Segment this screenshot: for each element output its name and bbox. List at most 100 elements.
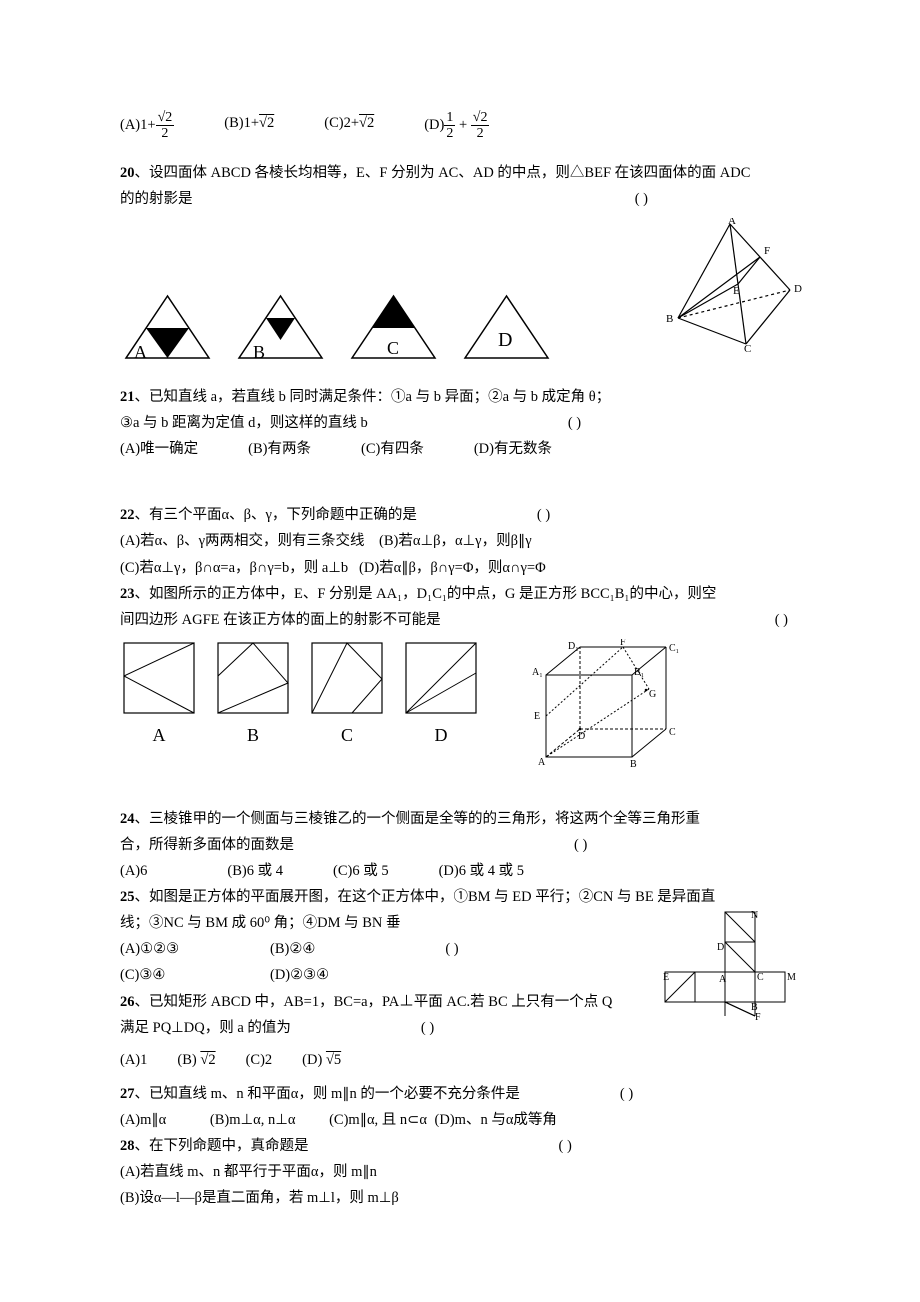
q21-opts: (A)唯一确定 (B)有两条 (C)有四条 (D)有无数条: [120, 436, 808, 462]
q24-opts: (A)6 (B)6 或 4 (C)6 或 5 (D)6 或 4 或 5: [120, 858, 808, 884]
q27-text: 、已知直线 m、n 和平面α，则 m∥n 的一个必要不充分条件是: [135, 1086, 520, 1102]
svg-text:A: A: [728, 218, 736, 227]
q28-num: 28: [120, 1138, 135, 1154]
q21-opt-a: (A)唯一确定: [120, 436, 198, 462]
svg-text:A: A: [719, 974, 727, 985]
q20-fig-c: C: [346, 292, 441, 362]
q26-opt-d: (D) √5: [302, 1047, 341, 1073]
q20-fig-b: B: [233, 292, 328, 362]
q23-num: 23: [120, 586, 135, 602]
q26-b-sqrt: √2: [200, 1052, 215, 1068]
svg-text:A: A: [538, 757, 546, 768]
q27-num: 27: [120, 1086, 135, 1102]
q19-c-prefix: (C)2+: [324, 115, 359, 131]
q26-num: 26: [120, 994, 135, 1010]
q22-text: 、有三个平面α、β、γ，下列命题中正确的是: [135, 507, 417, 523]
svg-text:F: F: [755, 1012, 761, 1023]
q23-cube: A B C D A₁ B₁ C₁ D₁ E F G: [526, 639, 701, 778]
svg-text:B: B: [666, 313, 673, 325]
q26-opt-a: (A)1: [120, 1047, 147, 1073]
q27-opt-c: (C)m∥α, 且 n⊂α: [329, 1112, 427, 1128]
q21-opt-c: (C)有四条: [361, 436, 424, 462]
svg-text:A: A: [134, 342, 147, 362]
svg-text:D: D: [717, 942, 724, 953]
q25-num: 25: [120, 889, 135, 905]
q24-text2: 合，所得新多面体的面数是: [120, 832, 294, 858]
q21-line2: ③a 与 b 距离为定值 d，则这样的直线 b ( ): [120, 410, 808, 436]
svg-text:E: E: [534, 711, 540, 722]
q23-line1: 23、如图所示的正方体中，E、F 分别是 AA₁，D₁C₁的中点，G 是正方形 …: [120, 581, 808, 607]
q24-paren: ( ): [574, 832, 587, 858]
q21-num: 21: [120, 389, 135, 405]
q21-opt-b: (B)有两条: [248, 436, 311, 462]
q28-text: 、在下列命题中，真命题是: [135, 1138, 309, 1154]
q23-fig-c: C: [308, 639, 386, 751]
svg-text:E: E: [733, 285, 740, 297]
svg-text:N: N: [751, 910, 758, 921]
q27-paren: ( ): [620, 1081, 633, 1107]
q24-line2: 合，所得新多面体的面数是 ( ): [120, 832, 808, 858]
q22-opt-a: (A)若α、β、γ两两相交，则有三条交线: [120, 533, 365, 549]
q24-line1: 24、三棱锥甲的一个侧面与三棱锥乙的一个侧面是全等的的三角形，将这两个全等三角形…: [120, 806, 808, 832]
q24-opt-c: (C)6 或 5: [333, 858, 389, 884]
q22-line1: 22、有三个平面α、β、γ，下列命题中正确的是 ( ): [120, 502, 808, 528]
svg-text:F: F: [620, 639, 626, 648]
q23-label-d: D: [402, 719, 480, 751]
q27-opt-b: (B)m⊥α, n⊥α: [210, 1112, 296, 1128]
q28-opt-a: (A)若直线 m、n 都平行于平面α，则 m∥n: [120, 1159, 808, 1185]
q22-paren: ( ): [537, 502, 550, 528]
q26-opt-c: (C)2: [246, 1047, 273, 1073]
q21-text1: 、已知直线 a，若直线 b 同时满足条件：①a 与 b 异面；②a 与 b 成定…: [135, 389, 611, 405]
q20-text: 、设四面体 ABCD 各棱长均相等，E、F 分别为 AC、AD 的中点，则△BE…: [135, 165, 751, 181]
svg-text:B: B: [253, 342, 265, 362]
q23-fig-b: B: [214, 639, 292, 751]
q27-line: 27、已知直线 m、n 和平面α，则 m∥n 的一个必要不充分条件是 ( ): [120, 1081, 808, 1107]
q21-opt-d: (D)有无数条: [474, 436, 552, 462]
q19-c-sqrt: √2: [359, 115, 374, 131]
q20-fig-d: D: [459, 292, 554, 362]
q27-opts: (A)m∥α (B)m⊥α, n⊥α (C)m∥α, 且 n⊂α (D)m、n …: [120, 1107, 808, 1133]
q20-fig-a: A: [120, 292, 215, 362]
q27-opt-d: (D)m、n 与α成等角: [435, 1112, 557, 1128]
q28-paren: ( ): [559, 1133, 572, 1159]
q24-opt-b: (B)6 或 4: [227, 858, 283, 884]
q21-line1: 21、已知直线 a，若直线 b 同时满足条件：①a 与 b 异面；②a 与 b …: [120, 384, 808, 410]
svg-text:D₁: D₁: [568, 641, 579, 652]
q19-b-sqrt: √2: [259, 115, 274, 131]
q22-ab: (A)若α、β、γ两两相交，则有三条交线 (B)若α⊥β，α⊥γ，则β∥γ: [120, 528, 808, 554]
q23-label-b: B: [214, 719, 292, 751]
q20-line1: 20、设四面体 ABCD 各棱长均相等，E、F 分别为 AC、AD 的中点，则△…: [120, 160, 808, 186]
q25-opt-c: (C)③④: [120, 962, 270, 988]
q20-text2: 的的射影是: [120, 186, 193, 212]
svg-text:C₁: C₁: [669, 643, 679, 654]
svg-text:D: D: [794, 283, 802, 295]
q23-paren: ( ): [775, 607, 788, 633]
svg-text:M: M: [787, 972, 796, 983]
q22-num: 22: [120, 507, 135, 523]
q25-opt-d: (D)②③④: [270, 962, 329, 988]
q26-opts: (A)1 (B) √2 (C)2 (D) √5: [120, 1047, 808, 1073]
q21-paren: ( ): [568, 410, 581, 436]
q23-text1: 、如图所示的正方体中，E、F 分别是 AA₁，D₁C₁的中点，G 是正方形 BC…: [135, 586, 717, 602]
q23-line2: 间四边形 AGFE 在该正方体的面上的射影不可能是 ( ): [120, 607, 808, 633]
q25-opt-a: (A)①②③: [120, 936, 270, 962]
q19-opt-d: (D)12 + √22: [424, 110, 489, 142]
q26-paren: ( ): [421, 1015, 434, 1041]
q23-text2: 间四边形 AGFE 在该正方体的面上的射影不可能是: [120, 607, 441, 633]
q23-label-a: A: [120, 719, 198, 751]
q26-text1: 、已知矩形 ABCD 中，AB=1，BC=a，PA⊥平面 AC.若 BC 上只有…: [135, 994, 613, 1010]
q25-paren: ( ): [445, 936, 458, 962]
q19-d-prefix: (D): [424, 117, 444, 133]
q22-opt-c: (C)若α⊥γ，β∩α=a，β∩γ=b，则 a⊥b: [120, 560, 348, 576]
q19-opt-c: (C)2+√2: [324, 110, 374, 142]
q25-text2: 线；③NC 与 BM 成 60⁰ 角；④DM 与 BN 垂: [120, 915, 401, 931]
svg-text:C: C: [387, 338, 399, 358]
svg-text:D: D: [578, 731, 585, 742]
q24-opt-d: (D)6 或 4 或 5: [439, 858, 524, 884]
q24-opt-a: (A)6: [120, 858, 147, 884]
q26-d-prefix: (D): [302, 1052, 322, 1068]
q26-text2: 满足 PQ⊥DQ，则 a 的值为: [120, 1015, 291, 1041]
q23-figures: A B C D: [120, 639, 808, 778]
q23-label-c: C: [308, 719, 386, 751]
q24-num: 24: [120, 811, 135, 827]
